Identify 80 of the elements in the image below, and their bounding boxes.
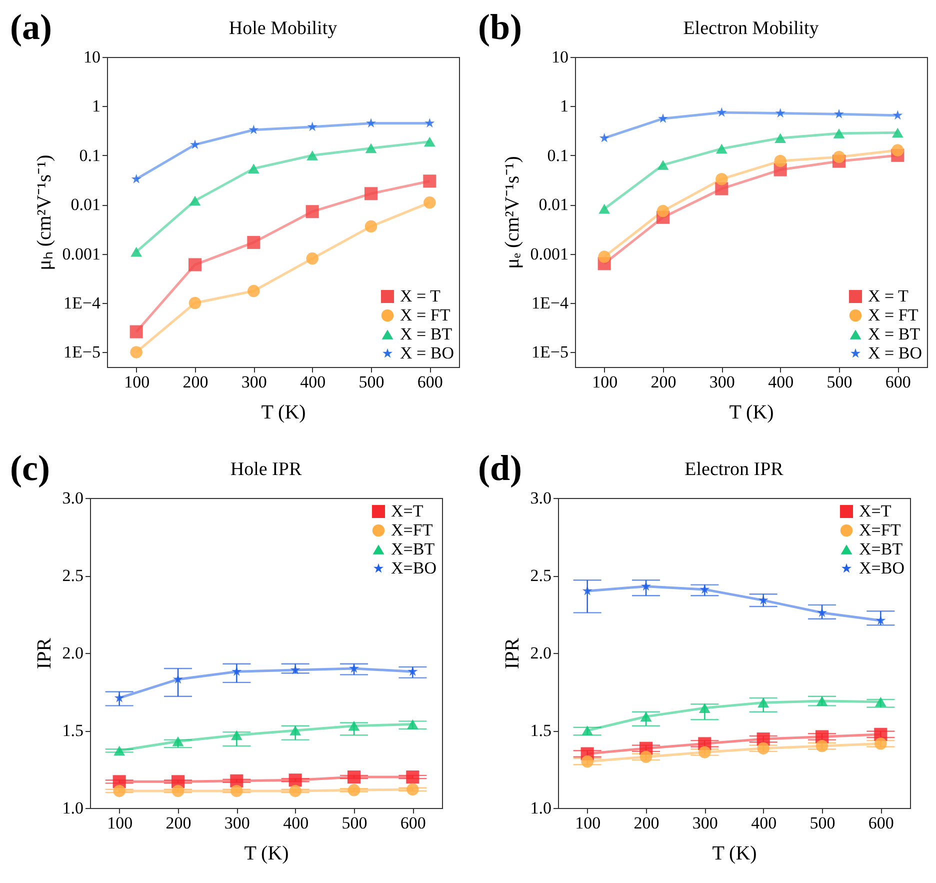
y-tick-label: 1.5 <box>530 721 552 740</box>
x-tick-label: 100 <box>107 814 133 832</box>
legend-label: X=T <box>391 502 424 520</box>
x-tick-label: 400 <box>300 372 326 392</box>
x-axis-title: T (K) <box>712 842 757 864</box>
legend-label: X = FT <box>868 306 919 324</box>
y-tick-label: 0.1 <box>547 146 568 165</box>
x-tick-label: 500 <box>342 814 368 832</box>
x-tick-label: 400 <box>768 372 794 392</box>
y-tick-label: 0.1 <box>79 146 100 165</box>
x-tick-label: 200 <box>182 372 208 392</box>
y-tick-label: 1 <box>92 96 100 116</box>
x-tick-label: 300 <box>241 372 267 392</box>
x-axis-title: T (K) <box>261 402 306 424</box>
x-axis-title: T (K) <box>729 402 774 424</box>
y-tick-label: 3.0 <box>530 488 552 508</box>
legend-label: X=BT <box>859 540 904 558</box>
legend-label: X=T <box>859 502 892 520</box>
x-tick-label: 500 <box>810 814 836 832</box>
text: (c) <box>10 447 50 489</box>
y-tick-label: 2.0 <box>530 644 552 662</box>
chart-title: Hole Mobility <box>228 18 338 39</box>
text: (b) <box>478 6 522 48</box>
x-tick-label: 100 <box>124 372 150 392</box>
legend-label: X=FT <box>391 520 434 540</box>
x-tick-label: 600 <box>400 814 426 832</box>
y-tick-label: 1E−4 <box>532 293 569 312</box>
x-tick-label: 400 <box>751 814 777 832</box>
y-tick-label: 0.01 <box>70 195 100 214</box>
legend-label: X=BT <box>391 540 436 558</box>
x-tick-label: 300 <box>709 372 735 392</box>
text: (d) <box>478 447 522 489</box>
chart-title: Electron Mobility <box>683 18 820 39</box>
legend-label: X=FT <box>859 520 902 540</box>
y-axis-title: IPR <box>33 637 56 670</box>
x-tick-label: 500 <box>358 372 384 392</box>
legend-label: X = T <box>868 286 910 306</box>
chart-title: Electron IPR <box>684 459 784 480</box>
chart-title: Hole IPR <box>230 459 302 480</box>
x-tick-label: 600 <box>885 372 911 392</box>
x-tick-label: 200 <box>650 372 676 392</box>
y-tick-label: 2.5 <box>62 566 84 585</box>
x-tick-label: 100 <box>575 814 601 832</box>
x-axis-title: T (K) <box>244 842 289 864</box>
x-tick-label: 400 <box>283 814 309 832</box>
legend-label: X = BT <box>868 324 921 344</box>
y-axis-title: IPR <box>501 637 524 670</box>
y-axis-title: μₑ (cm²V⁻¹s⁻¹) <box>501 156 524 269</box>
y-tick-label: 1E−5 <box>532 342 568 362</box>
x-tick-label: 500 <box>826 372 852 392</box>
x-tick-label: 300 <box>692 814 718 832</box>
y-tick-label: 0.01 <box>538 195 568 214</box>
x-tick-label: 100 <box>592 372 618 392</box>
x-tick-label: 200 <box>166 814 192 832</box>
y-tick-label: 2.0 <box>62 644 84 662</box>
y-tick-label: 1 <box>560 96 568 116</box>
x-tick-label: 300 <box>224 814 250 832</box>
y-tick-label: 1.5 <box>62 721 84 740</box>
legend-label: X = BO <box>868 344 922 362</box>
x-tick-label: 600 <box>417 372 443 392</box>
y-axis-title: μₕ (cm²V⁻¹s⁻¹) <box>33 154 56 270</box>
legend-label: X=BO <box>391 558 436 578</box>
y-tick-label: 1.0 <box>530 798 552 818</box>
y-tick-label: 0.001 <box>62 244 100 264</box>
y-tick-label: 10 <box>84 48 100 66</box>
y-tick-label: 0.001 <box>530 244 568 264</box>
text: (a) <box>10 6 52 48</box>
y-tick-label: 10 <box>552 48 568 66</box>
legend-label: X = T <box>400 286 442 306</box>
y-tick-label: 1E−4 <box>64 293 101 312</box>
x-tick-label: 200 <box>634 814 660 832</box>
y-tick-label: 3.0 <box>62 488 84 508</box>
legend-label: X = BT <box>400 324 453 344</box>
x-tick-label: 600 <box>868 814 894 832</box>
legend-label: X = FT <box>400 306 451 324</box>
y-tick-label: 1.0 <box>62 798 84 818</box>
legend-label: X=BO <box>859 558 904 578</box>
y-tick-label: 1E−5 <box>64 342 100 362</box>
y-tick-label: 2.5 <box>530 566 552 585</box>
legend-label: X = BO <box>400 344 454 362</box>
